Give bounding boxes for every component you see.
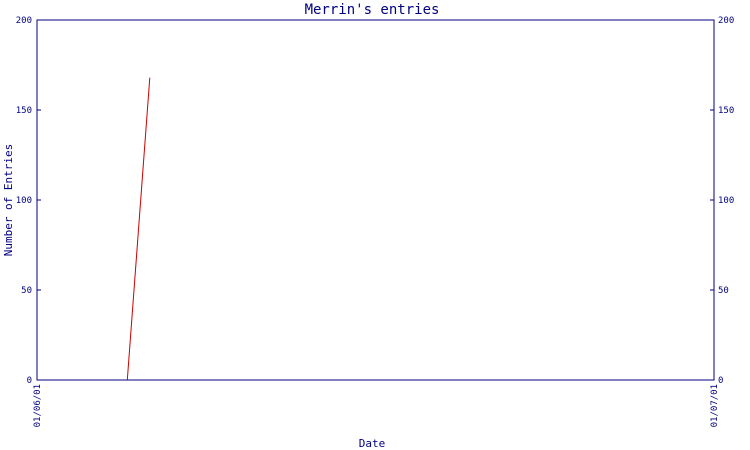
- y-tick-label-left: 100: [16, 196, 32, 206]
- y-axis-title: Number of Entries: [2, 144, 15, 257]
- y-tick-label-right: 150: [718, 106, 734, 116]
- y-axis-left: 0 50 100 150 200: [16, 16, 41, 386]
- series-layer: [126, 77, 151, 381]
- x-tick-label: 01/06/01: [33, 384, 43, 427]
- x-tick-label: 01/07/01: [710, 384, 720, 427]
- y-tick-label-left: 0: [27, 376, 32, 386]
- y-tick-label-right: 50: [718, 286, 729, 296]
- chart-title: Merrin's entries: [305, 2, 440, 18]
- series-line: [126, 77, 151, 381]
- y-tick-label-right: 100: [718, 196, 734, 206]
- y-tick-label-right: 0: [718, 376, 723, 386]
- y-tick-label-left: 200: [16, 16, 32, 26]
- x-axis: 01/06/01 01/07/01: [33, 376, 720, 427]
- x-axis-title: Date: [359, 437, 386, 450]
- y-tick-label-left: 150: [16, 106, 32, 116]
- y-tick-label-left: 50: [21, 286, 32, 296]
- y-axis-right: 0 50 100 150 200: [710, 16, 734, 386]
- y-tick-label-right: 200: [718, 16, 734, 26]
- plot-frame: [36, 19, 715, 381]
